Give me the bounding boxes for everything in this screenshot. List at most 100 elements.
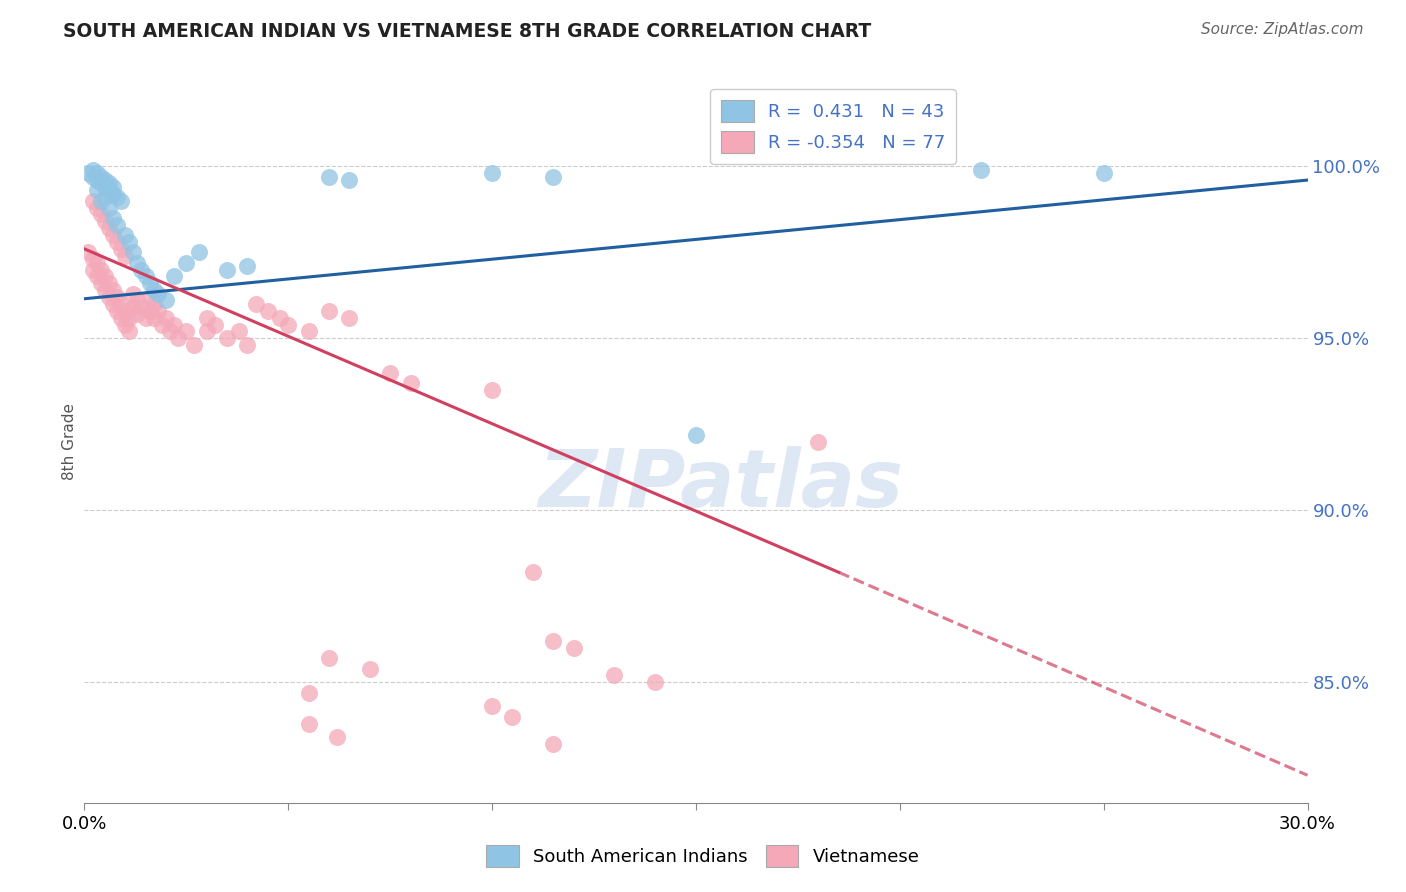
Point [77, 245, 100, 260]
Point [127, 307, 149, 321]
Point [118, 310, 141, 325]
Point [82, 262, 104, 277]
Point [127, 293, 149, 308]
Point [339, 310, 361, 325]
Point [110, 194, 132, 208]
Point [114, 303, 136, 318]
Point [298, 325, 321, 339]
Point [93, 173, 115, 187]
Point [90, 262, 112, 277]
Point [217, 262, 239, 277]
Point [269, 310, 291, 325]
Point [90, 207, 112, 221]
Point [481, 166, 503, 180]
Point [155, 293, 177, 308]
Point [101, 211, 124, 225]
Point [1092, 166, 1115, 180]
Point [105, 190, 128, 204]
Point [326, 731, 349, 745]
Point [167, 331, 190, 345]
Point [82, 194, 104, 208]
Point [236, 338, 259, 352]
Point [97, 177, 120, 191]
Point [118, 325, 141, 339]
Point [195, 325, 218, 339]
Point [236, 259, 259, 273]
Legend: South American Indians, Vietnamese: South American Indians, Vietnamese [479, 838, 927, 874]
Point [277, 318, 299, 332]
Text: SOUTH AMERICAN INDIAN VS VIETNAMESE 8TH GRADE CORRELATION CHART: SOUTH AMERICAN INDIAN VS VIETNAMESE 8TH … [63, 22, 872, 41]
Text: ZIPatlas: ZIPatlas [538, 446, 903, 524]
Point [118, 235, 141, 249]
Point [135, 269, 157, 284]
Point [318, 169, 340, 184]
Point [122, 286, 145, 301]
Point [90, 277, 112, 291]
Point [93, 190, 115, 204]
Point [174, 325, 197, 339]
Point [603, 668, 626, 682]
Point [339, 173, 361, 187]
Point [163, 269, 186, 284]
Point [562, 640, 585, 655]
Point [90, 169, 112, 184]
Point [110, 242, 132, 256]
Point [110, 310, 132, 325]
Point [138, 303, 160, 318]
Point [138, 290, 160, 304]
Point [101, 283, 124, 297]
Point [502, 710, 524, 724]
Point [245, 297, 267, 311]
Y-axis label: 8th Grade: 8th Grade [62, 403, 77, 480]
Point [217, 331, 239, 345]
Point [93, 180, 115, 194]
Point [135, 310, 157, 325]
Point [97, 277, 120, 291]
Point [359, 662, 381, 676]
Point [685, 427, 707, 442]
Point [146, 286, 169, 301]
Point [110, 297, 132, 311]
Point [187, 245, 209, 260]
Point [105, 290, 128, 304]
Point [543, 737, 565, 751]
Point [97, 221, 120, 235]
Point [318, 303, 340, 318]
Point [105, 235, 128, 249]
Point [97, 183, 120, 197]
Point [127, 255, 149, 269]
Point [114, 249, 136, 263]
Point [146, 303, 169, 318]
Point [481, 699, 503, 714]
Point [318, 651, 340, 665]
Point [155, 310, 177, 325]
Point [93, 269, 115, 284]
Point [138, 277, 160, 291]
Point [97, 290, 120, 304]
Point [380, 366, 402, 380]
Point [150, 318, 173, 332]
Point [204, 318, 226, 332]
Point [122, 245, 145, 260]
Point [101, 297, 124, 311]
Point [114, 318, 136, 332]
Point [131, 301, 153, 315]
Point [105, 303, 128, 318]
Text: Source: ZipAtlas.com: Source: ZipAtlas.com [1201, 22, 1364, 37]
Point [195, 310, 218, 325]
Point [93, 214, 115, 228]
Point [86, 173, 108, 187]
Point [86, 183, 108, 197]
Point [522, 566, 544, 580]
Point [90, 194, 112, 208]
Point [163, 318, 186, 332]
Point [142, 297, 165, 311]
Point [86, 269, 108, 284]
Point [970, 162, 993, 177]
Point [86, 255, 108, 269]
Point [77, 166, 100, 180]
Point [807, 434, 830, 449]
Point [257, 303, 280, 318]
Point [399, 376, 422, 390]
Point [543, 169, 565, 184]
